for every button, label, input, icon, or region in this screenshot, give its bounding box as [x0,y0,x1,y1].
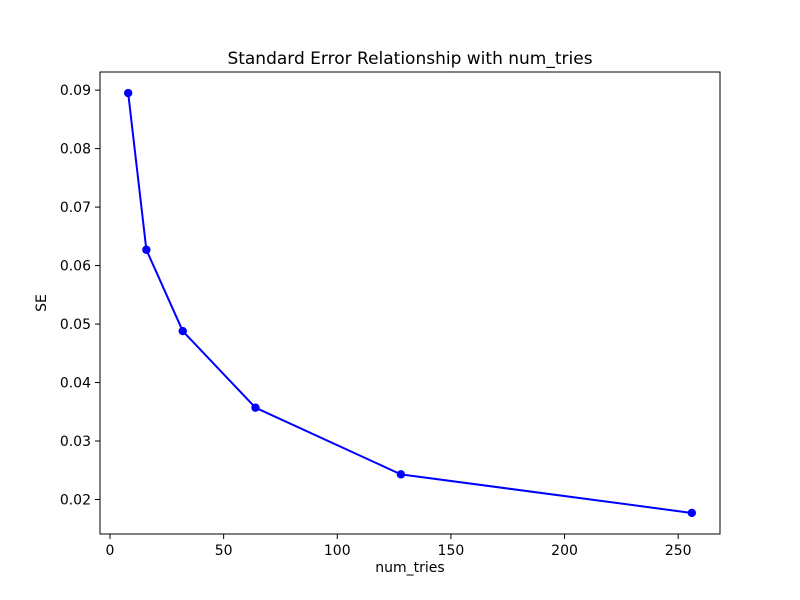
x-tick-label: 150 [438,543,465,559]
x-tick-label: 200 [551,543,578,559]
data-point [123,88,133,98]
x-axis-label: num_tries [375,560,444,576]
data-point [687,508,697,518]
chart-title: Standard Error Relationship with num_tri… [227,49,592,69]
y-tick-label: 0.07 [60,200,91,216]
data-point [178,326,187,336]
x-tick-label: 100 [324,543,351,559]
data-point [396,470,406,479]
axes-frame [99,71,721,535]
y-tick-label: 0.05 [60,317,91,333]
data-point [142,245,151,254]
y-tick-label: 0.09 [60,83,91,99]
plot-area: 0 50 100 150 200 250 0.02 0.03 0.04 0.05 0.06 0.07 0… [60,71,721,559]
data-line [127,92,692,514]
y-tick-label: 0.06 [60,259,91,275]
x-tick-label: 0 [106,543,115,559]
y-axis-label: SE [34,294,50,312]
y-tick-label: 0.04 [60,376,91,392]
x-tick-label: 250 [665,543,692,559]
x-tick-label: 50 [215,543,233,559]
y-tick-label: 0.02 [60,492,91,508]
data-point [251,403,260,412]
y-tick-label: 0.03 [60,434,91,450]
y-tick-label: 0.08 [60,142,91,158]
